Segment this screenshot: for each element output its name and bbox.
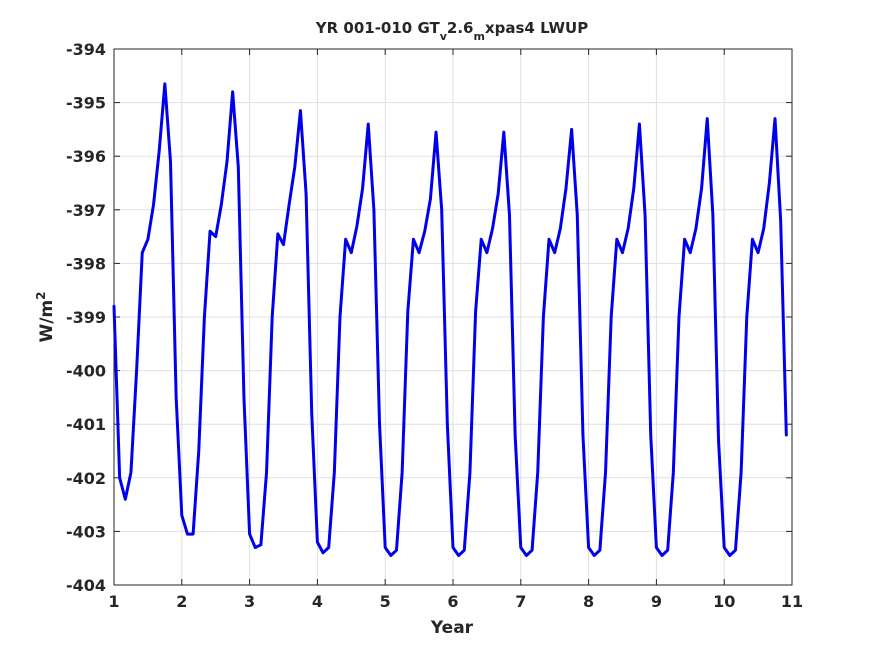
y-tick-label: -401 <box>66 415 106 434</box>
x-tick-label: 2 <box>176 592 187 611</box>
x-tick-label: 1 <box>108 592 119 611</box>
y-tick-label: -403 <box>66 522 106 541</box>
y-tick-label: -394 <box>66 40 106 59</box>
x-tick-label: 5 <box>380 592 391 611</box>
y-tick-label: -395 <box>66 94 106 113</box>
x-tick-label: 4 <box>312 592 323 611</box>
x-tick-label: 7 <box>515 592 526 611</box>
grid <box>113 48 793 586</box>
y-tick-label: -398 <box>66 254 106 273</box>
x-tick-label: 3 <box>244 592 255 611</box>
x-tick-label: 9 <box>651 592 662 611</box>
series-layer <box>112 82 788 558</box>
y-tick-label: -402 <box>66 469 106 488</box>
x-tick-label: 8 <box>583 592 594 611</box>
x-tick-label: 11 <box>781 592 803 611</box>
y-tick-label: -396 <box>66 147 106 166</box>
y-tick-label: -404 <box>66 576 106 595</box>
title-subscript-2: m <box>474 30 485 43</box>
y-tick-label: -399 <box>66 308 106 327</box>
chart-title: YR 001-010 GTv2.6mxpas4 LWUP <box>315 19 588 43</box>
axis-ticks: 1 2 3 4 5 6 7 8 9 10 11 -404 -403 -402 -401 -400 -399 -39… <box>66 40 803 611</box>
title-subscript-1: v <box>440 30 448 43</box>
x-axis-title: Year <box>430 618 474 638</box>
y-tick-label: -397 <box>66 201 106 220</box>
title-part-3: xpas4 LWUP <box>485 19 588 37</box>
y-tick-label: -400 <box>66 362 106 381</box>
x-tick-label: 6 <box>447 592 458 611</box>
y-axis-unit: W/m <box>37 300 57 343</box>
y-axis-unit-exponent: 2 <box>34 291 48 299</box>
title-part-1: YR 001-010 GT <box>315 19 441 37</box>
series-line <box>112 82 788 558</box>
y-axis-title: W/m2 <box>34 291 57 342</box>
title-part-2: 2.6 <box>447 19 474 37</box>
x-tick-label: 10 <box>713 592 735 611</box>
